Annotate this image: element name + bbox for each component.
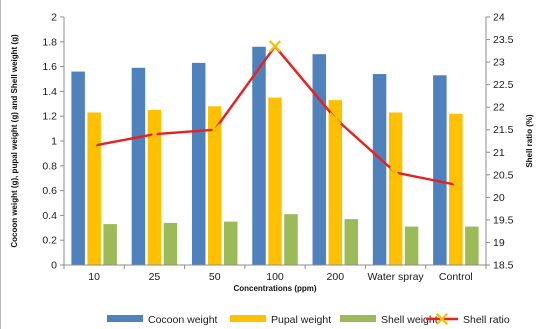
- marker-shell-ratio-2: [208, 123, 221, 136]
- x-category-label-6: Control: [439, 271, 473, 283]
- bar-pupal-weight-2: [207, 106, 222, 265]
- x-category-label-2: 50: [209, 271, 221, 283]
- left-y-tick-label-9: 1.8: [42, 36, 57, 48]
- bars-layer: [71, 46, 479, 266]
- bar-pupal-weight-0: [87, 112, 101, 265]
- left-y-tick-label-1: 0.2: [42, 235, 57, 247]
- bar-cocoon-weight-1: [131, 67, 146, 265]
- bar-cocoon-weight-6: [433, 75, 447, 265]
- x-axis-title: Concentrations (ppm): [233, 284, 316, 293]
- bar-pupal-weight-6: [449, 113, 463, 265]
- x-category-label-0: 10: [88, 271, 100, 283]
- marker-shell-ratio-6: [449, 178, 462, 191]
- right-y-tick-label-2: 19.5: [493, 214, 514, 226]
- left-y-tick-label-0: 0: [51, 260, 57, 272]
- x-category-label-5: Water spray: [367, 271, 424, 283]
- bar-shell-weight-3: [284, 214, 298, 265]
- bar-shell-weight-0: [103, 224, 117, 265]
- left-y-tick-label-5: 1: [51, 136, 57, 148]
- bar-cocoon-weight-2: [191, 62, 206, 265]
- labels-layer: 0 0.2 0.4 0.6 0.8 1 1.2 1.4 1.6 1.8 2 18.5 19 19.5 20 2…: [10, 12, 534, 294]
- right-y-tick-label-4: 20.5: [493, 169, 514, 181]
- right-y-tick-label-0: 18.5: [493, 260, 514, 272]
- left-y-axis-title: Cocoon weight (g), pupal weight (g) and …: [10, 34, 19, 248]
- right-y-tick-label-8: 22.5: [493, 79, 514, 91]
- bar-cocoon-weight-4: [312, 54, 327, 266]
- legend-label-cocoon-weight: Cocoon weight: [148, 314, 218, 326]
- legend-swatch-pupal-weight: [230, 315, 266, 322]
- marker-shell-ratio-1: [148, 128, 161, 141]
- right-y-tick-label-7: 22: [493, 102, 505, 114]
- bar-shell-weight-2: [223, 221, 238, 265]
- marker-shell-ratio-4: [329, 112, 342, 125]
- bar-shell-weight-5: [404, 226, 419, 265]
- bar-shell-weight-4: [344, 219, 359, 265]
- bar-pupal-weight-5: [388, 112, 403, 265]
- legend-marker-shell-ratio: [435, 312, 449, 326]
- bar-pupal-weight-4: [328, 100, 343, 265]
- legend: Cocoon weight Pupal weight Shell weight She…: [107, 312, 510, 326]
- left-y-tick-label-4: 0.8: [42, 160, 57, 172]
- marker-shell-ratio-5: [389, 166, 402, 179]
- legend-label-shell-ratio: Shell ratio: [463, 314, 510, 326]
- bar-pupal-weight-3: [268, 97, 282, 265]
- bar-cocoon-weight-5: [372, 74, 387, 265]
- bar-shell-weight-6: [465, 226, 479, 265]
- legend-label-shell-weight: Shell weight: [381, 314, 438, 326]
- right-y-tick-label-5: 21: [493, 147, 505, 159]
- legend-swatch-cocoon-weight: [107, 315, 143, 322]
- right-y-tick-label-1: 19: [493, 237, 505, 249]
- line-layer: [88, 40, 462, 191]
- right-y-tick-label-9: 23: [493, 57, 505, 69]
- right-y-axis-title: Shell ratio (%): [525, 114, 534, 168]
- bar-cocoon-weight-3: [252, 46, 266, 266]
- left-y-tick-label-3: 0.6: [42, 185, 57, 197]
- legend-label-pupal-weight: Pupal weight: [271, 314, 331, 326]
- right-y-tick-label-3: 20: [493, 192, 505, 204]
- right-y-tick-label-6: 21.5: [493, 124, 514, 136]
- left-y-tick-label-2: 0.4: [42, 210, 57, 222]
- bar-cocoon-weight-0: [71, 71, 85, 265]
- x-category-label-4: 200: [327, 271, 345, 283]
- x-category-label-3: 100: [266, 271, 284, 283]
- legend-swatch-shell-weight: [340, 315, 376, 322]
- left-y-tick-label-10: 2: [51, 12, 57, 24]
- right-y-tick-label-10: 23.5: [493, 34, 514, 46]
- x-category-label-1: 25: [149, 271, 161, 283]
- axes-layer: [60, 16, 490, 269]
- left-y-tick-label-6: 1.2: [42, 111, 57, 123]
- bar-pupal-weight-1: [147, 110, 162, 265]
- left-y-tick-label-7: 1.4: [42, 86, 57, 98]
- marker-shell-ratio-0: [88, 139, 101, 152]
- marker-shell-ratio-3: [268, 40, 282, 53]
- right-y-tick-label-11: 24: [493, 12, 505, 24]
- bar-shell-weight-1: [163, 222, 178, 265]
- left-y-tick-label-8: 1.6: [42, 61, 57, 73]
